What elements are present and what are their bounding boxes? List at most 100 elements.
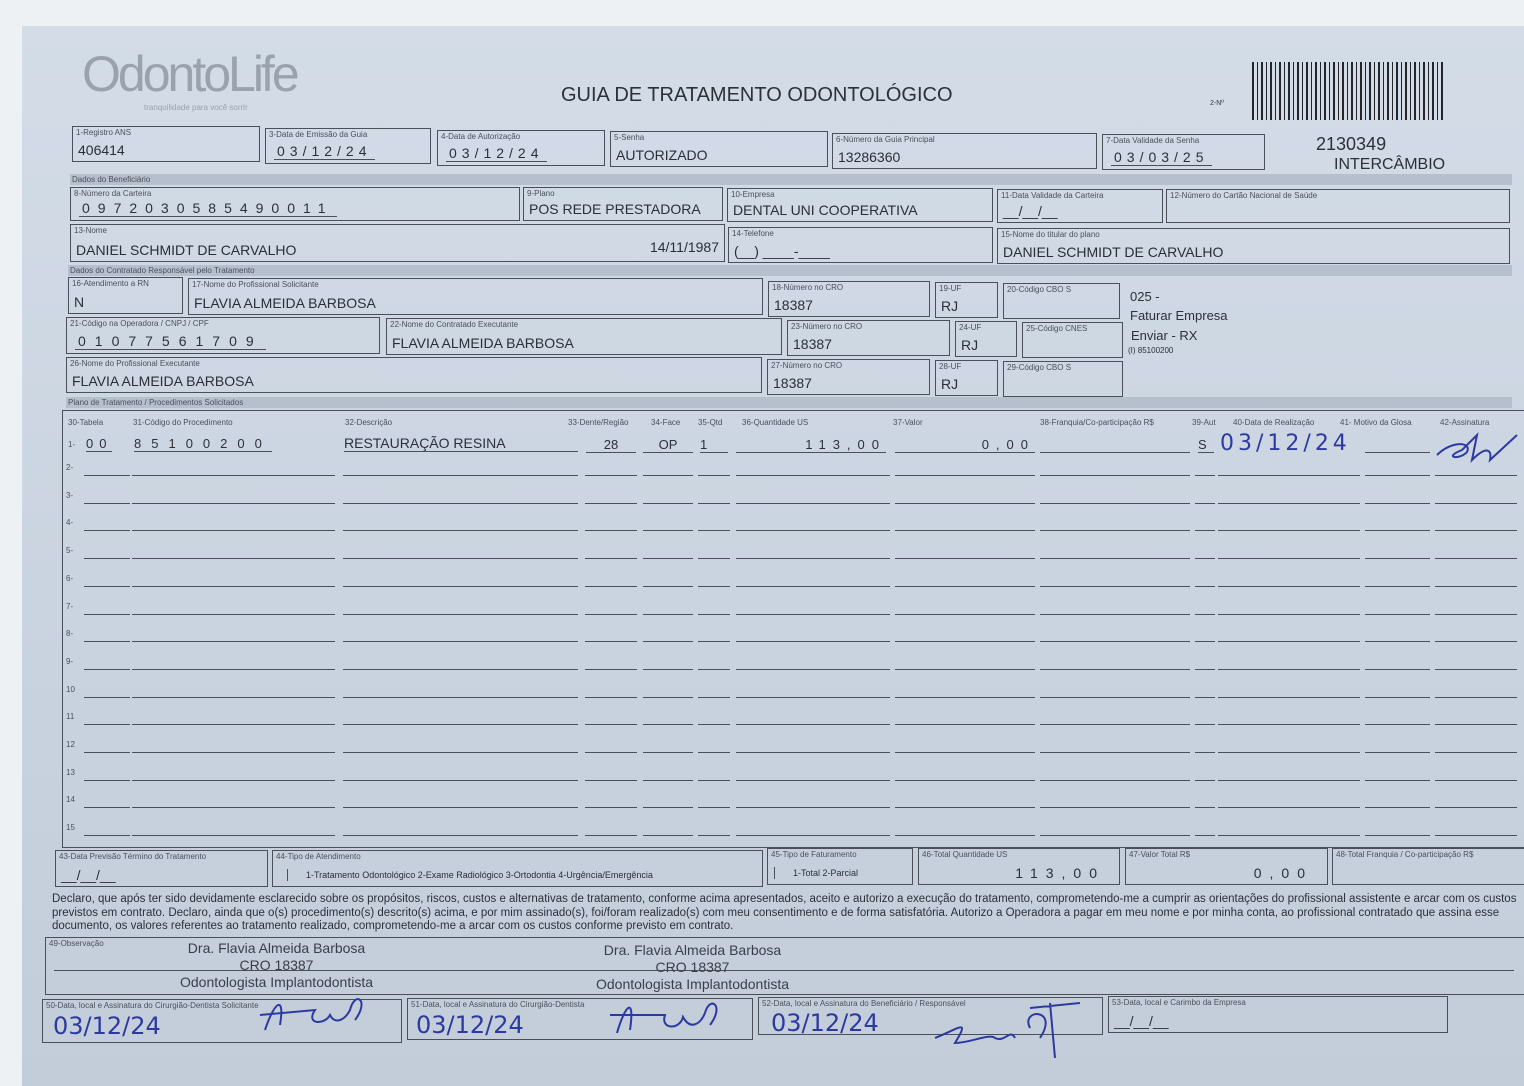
table-cell[interactable] (343, 518, 578, 532)
table-cell[interactable] (132, 740, 335, 753)
table-cell[interactable] (1040, 518, 1190, 532)
table-cell[interactable] (132, 712, 335, 726)
table-cell[interactable] (585, 518, 637, 532)
table-cell[interactable] (1435, 795, 1517, 809)
table-cell[interactable] (585, 795, 637, 809)
field-atendimento-rn[interactable]: 16-Atendimento a RN N (68, 277, 183, 314)
table-cell[interactable] (643, 546, 693, 560)
table-cell[interactable] (1365, 463, 1430, 476)
table-cell[interactable] (736, 546, 890, 560)
table-cell[interactable] (698, 574, 730, 587)
field-cro-executante[interactable]: 23-Número no CRO 18387 (787, 320, 950, 356)
table-cell[interactable] (132, 602, 335, 615)
table-cell[interactable] (895, 546, 1035, 560)
table-cell[interactable] (1195, 629, 1215, 643)
cell-glosa[interactable] (1365, 452, 1430, 453)
table-cell[interactable] (1195, 546, 1215, 560)
table-cell[interactable] (643, 823, 693, 837)
table-cell[interactable] (698, 712, 730, 726)
table-cell[interactable] (1195, 574, 1215, 587)
table-cell[interactable] (1218, 602, 1360, 615)
table-cell[interactable] (132, 518, 335, 532)
table-cell[interactable] (1435, 712, 1517, 726)
cell-dente[interactable]: 28 (586, 437, 636, 453)
cell-face[interactable]: OP (643, 437, 693, 453)
table-cell[interactable] (585, 712, 637, 726)
table-cell[interactable] (1365, 602, 1430, 615)
table-cell[interactable] (895, 574, 1035, 587)
field-valor-total[interactable]: 47-Valor Total R$ 0,00 (1125, 848, 1328, 885)
table-cell[interactable] (643, 795, 693, 809)
table-cell[interactable] (1218, 574, 1360, 587)
table-cell[interactable] (84, 795, 130, 809)
cell-data-realizacao[interactable]: 03/12/24 (1220, 431, 1351, 456)
table-cell[interactable] (643, 712, 693, 726)
table-cell[interactable] (1435, 685, 1517, 698)
table-cell[interactable] (1218, 768, 1360, 781)
table-cell[interactable] (585, 740, 637, 753)
table-cell[interactable] (698, 768, 730, 781)
table-cell[interactable] (698, 491, 730, 504)
field-observacao[interactable]: 49-Observação (45, 937, 1524, 995)
table-cell[interactable] (1195, 712, 1215, 726)
table-cell[interactable] (585, 491, 637, 504)
table-cell[interactable] (736, 823, 890, 837)
table-cell[interactable] (895, 740, 1035, 753)
field-cro-profissional-executante[interactable]: 27-Número no CRO 18387 (767, 359, 930, 395)
table-cell[interactable] (1218, 712, 1360, 726)
field-contratado-executante[interactable]: 22-Nome do Contratado Executante FLAVIA A… (386, 318, 782, 355)
table-cell[interactable] (1365, 574, 1430, 587)
table-cell[interactable] (132, 795, 335, 809)
table-cell[interactable] (736, 657, 890, 670)
table-cell[interactable] (1040, 823, 1190, 837)
table-cell[interactable] (84, 518, 130, 532)
table-cell[interactable] (895, 491, 1035, 504)
table-cell[interactable] (1435, 768, 1517, 781)
table-cell[interactable] (1365, 518, 1430, 532)
field-validade-carteira[interactable]: 11-Data Validade da Carteira __/__/__ (997, 189, 1163, 223)
table-cell[interactable] (1365, 712, 1430, 726)
table-cell[interactable] (585, 768, 637, 781)
table-cell[interactable] (132, 463, 335, 476)
cell-qtd-us[interactable]: 113,00 (736, 437, 886, 453)
table-cell[interactable] (1195, 602, 1215, 615)
field-data-emissao[interactable]: 3-Data de Emissão da Guia 03/12/24 (265, 128, 431, 164)
field-tipo-atendimento[interactable]: 44-Tipo de Atendimento 1-Tratamento Odont… (272, 850, 763, 887)
table-cell[interactable] (1195, 657, 1215, 670)
table-cell[interactable] (585, 657, 637, 670)
table-cell[interactable] (84, 685, 130, 698)
table-cell[interactable] (736, 712, 890, 726)
table-cell[interactable] (343, 602, 578, 615)
table-cell[interactable] (1365, 546, 1430, 560)
table-cell[interactable] (1435, 546, 1517, 560)
field-telefone[interactable]: 14-Telefone (__) ____-____ (728, 227, 993, 263)
table-cell[interactable] (1435, 518, 1517, 532)
field-plano[interactable]: 9-Plano POS REDE PRESTADORA (523, 187, 723, 221)
field-uf-solicitante[interactable]: 19-UF RJ (935, 282, 998, 318)
table-cell[interactable] (1435, 574, 1517, 587)
table-cell[interactable] (585, 823, 637, 837)
table-cell[interactable] (1435, 629, 1517, 643)
table-cell[interactable] (1040, 602, 1190, 615)
table-cell[interactable] (343, 546, 578, 560)
table-cell[interactable] (343, 657, 578, 670)
field-cnes[interactable]: 25-Código CNES (1022, 322, 1123, 358)
table-cell[interactable] (698, 602, 730, 615)
table-cell[interactable] (1435, 602, 1517, 615)
table-cell[interactable] (736, 574, 890, 587)
table-cell[interactable] (343, 740, 578, 753)
table-cell[interactable] (1195, 795, 1215, 809)
table-cell[interactable] (1365, 685, 1430, 698)
field-carimbo-empresa[interactable]: 53-Data, local e Carimbo da Empresa __/__… (1108, 996, 1448, 1033)
table-cell[interactable] (1040, 740, 1190, 753)
table-cell[interactable] (736, 768, 890, 781)
table-cell[interactable] (84, 823, 130, 837)
table-cell[interactable] (132, 685, 335, 698)
table-cell[interactable] (736, 629, 890, 643)
table-cell[interactable] (895, 823, 1035, 837)
field-numero-carteira[interactable]: 8-Número da Carteira 0972030585490011 (70, 187, 520, 221)
table-cell[interactable] (895, 602, 1035, 615)
table-cell[interactable] (736, 602, 890, 615)
table-cell[interactable] (643, 518, 693, 532)
table-cell[interactable] (736, 463, 890, 476)
